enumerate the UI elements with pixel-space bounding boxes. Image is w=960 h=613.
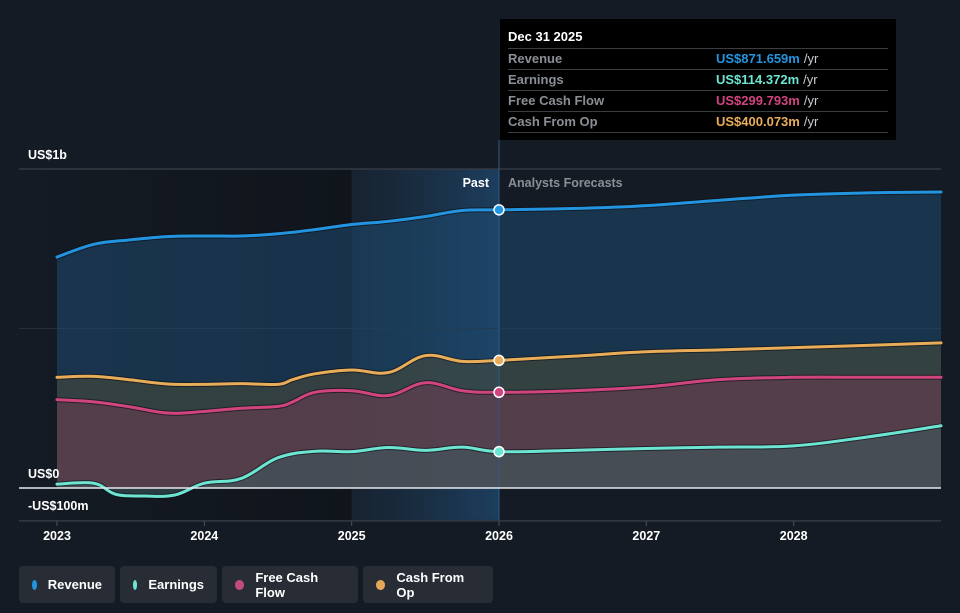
free-cash-flow-dot-icon xyxy=(235,579,245,590)
x-tick-label: 2023 xyxy=(43,529,71,543)
y-tick-label: US$0 xyxy=(28,467,59,481)
tooltip-row-cash-from-op: Cash From Op US$400.073m /yr xyxy=(508,112,888,133)
y-tick-label: US$1b xyxy=(28,148,67,162)
tooltip-unit: /yr xyxy=(803,114,819,129)
tooltip-label: Free Cash Flow xyxy=(508,93,605,108)
free-cash-flow-marker xyxy=(493,386,505,399)
tooltip-value: US$871.659m xyxy=(716,51,800,66)
series-lines xyxy=(55,189,943,499)
x-tick-label: 2027 xyxy=(632,529,660,543)
legend: Revenue Earnings Free Cash Flow Cash Fro… xyxy=(19,566,493,603)
legend-label: Cash From Op xyxy=(396,569,465,600)
legend-item-revenue[interactable]: Revenue xyxy=(19,566,115,603)
tooltip: Dec 31 2025 Revenue US$871.659m /yr Earn… xyxy=(500,19,896,140)
tooltip-row-earnings: Earnings US$114.372m /yr xyxy=(508,70,888,91)
tooltip-date: Dec 31 2025 xyxy=(508,27,888,49)
tooltip-label: Earnings xyxy=(508,72,564,87)
earnings-marker xyxy=(493,445,505,458)
tooltip-row-revenue: Revenue US$871.659m /yr xyxy=(508,49,888,70)
x-tick-label: 2026 xyxy=(485,529,513,543)
axes: US$1b US$0 -US$100m 2023 2024 2025 2026 2027 202… xyxy=(19,140,941,543)
cash-from-op-line xyxy=(55,341,943,387)
tooltip-unit: /yr xyxy=(803,93,819,108)
tooltip-label: Revenue xyxy=(508,51,563,66)
revenue-line xyxy=(55,190,943,259)
earnings-line xyxy=(55,424,943,498)
cash-from-op-dot-icon xyxy=(376,579,386,590)
tooltip-row-free-cash-flow: Free Cash Flow US$299.793m /yr xyxy=(508,91,888,112)
legend-label: Revenue xyxy=(47,577,102,592)
past-label: Past xyxy=(463,176,490,190)
free-cash-flow-line xyxy=(55,375,943,415)
legend-item-earnings[interactable]: Earnings xyxy=(120,566,217,603)
x-tick-label: 2024 xyxy=(190,529,218,543)
tooltip-label: Cash From Op xyxy=(508,114,598,129)
x-tick-label: 2028 xyxy=(780,529,808,543)
earnings-dot-icon xyxy=(133,579,138,590)
tooltip-value: US$299.793m xyxy=(716,93,800,108)
legend-item-free-cash-flow[interactable]: Free Cash Flow xyxy=(222,566,358,603)
revenue-dot-icon xyxy=(32,579,37,590)
x-tick-label: 2025 xyxy=(338,529,366,543)
tooltip-value: US$114.372m xyxy=(716,72,800,87)
legend-label: Earnings xyxy=(148,577,204,592)
revenue-marker xyxy=(493,204,505,216)
hover-markers xyxy=(493,204,505,458)
y-tick-label: -US$100m xyxy=(28,499,88,513)
tooltip-unit: /yr xyxy=(803,51,819,66)
legend-item-cash-from-op[interactable]: Cash From Op xyxy=(363,566,493,603)
cash-from-op-marker xyxy=(493,354,505,367)
tooltip-value: US$400.073m xyxy=(716,114,800,129)
forecast-label: Analysts Forecasts xyxy=(508,176,623,190)
legend-label: Free Cash Flow xyxy=(255,569,319,600)
tooltip-unit: /yr xyxy=(803,72,818,87)
